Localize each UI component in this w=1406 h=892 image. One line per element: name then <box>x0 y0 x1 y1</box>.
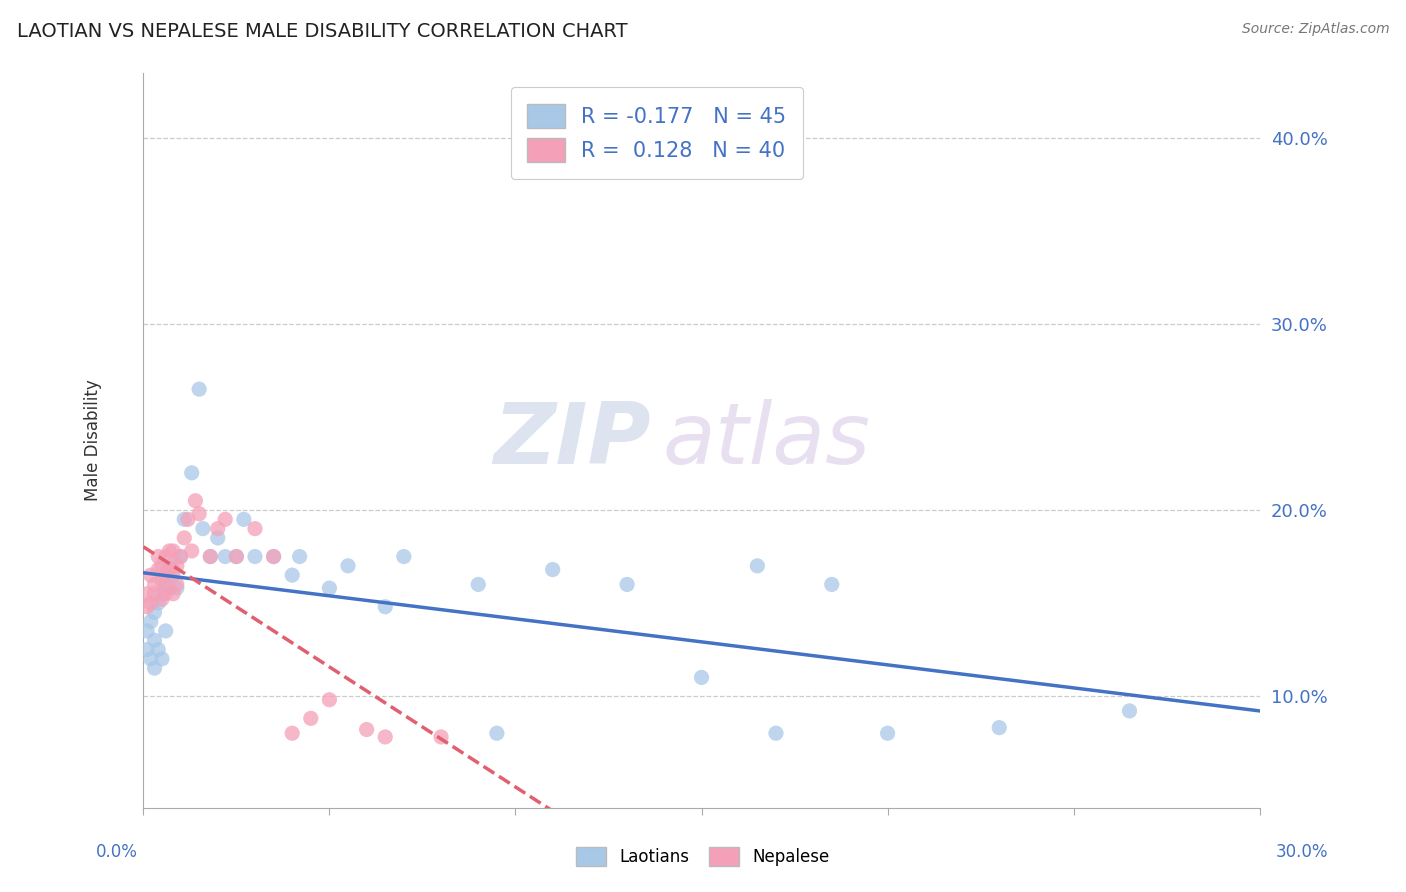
Point <box>467 577 489 591</box>
Point <box>207 522 229 536</box>
Point <box>188 382 211 396</box>
Point <box>143 661 166 675</box>
Point <box>155 624 177 638</box>
Point <box>155 549 177 564</box>
Point <box>162 544 184 558</box>
Point <box>162 568 184 582</box>
Text: 30.0%: 30.0% <box>1277 843 1329 861</box>
Point <box>136 642 159 657</box>
Point <box>616 577 638 591</box>
Text: LAOTIAN VS NEPALESE MALE DISABILITY CORRELATION CHART: LAOTIAN VS NEPALESE MALE DISABILITY CORR… <box>17 22 627 41</box>
Point <box>148 549 170 564</box>
Point <box>155 577 177 591</box>
Point <box>155 568 177 582</box>
Point <box>157 558 180 573</box>
Point <box>166 558 188 573</box>
Point <box>169 549 191 564</box>
Text: ZIP: ZIP <box>494 399 651 482</box>
Point <box>148 596 170 610</box>
Point <box>281 726 304 740</box>
Point <box>243 549 266 564</box>
Point <box>150 587 173 601</box>
Point <box>150 558 173 573</box>
Point <box>374 730 396 744</box>
Point <box>392 549 415 564</box>
Point <box>143 605 166 619</box>
Point <box>541 563 564 577</box>
Point <box>374 599 396 614</box>
Point <box>150 652 173 666</box>
Point <box>143 633 166 648</box>
Text: Male Disability: Male Disability <box>84 379 103 501</box>
Point <box>169 549 191 564</box>
Point <box>148 642 170 657</box>
Point <box>136 587 159 601</box>
Point <box>821 577 844 591</box>
Point <box>485 726 508 740</box>
Point <box>150 574 173 588</box>
Point <box>173 531 195 545</box>
Point <box>136 599 159 614</box>
Point <box>177 512 200 526</box>
Point <box>765 726 787 740</box>
Text: 0.0%: 0.0% <box>96 843 138 861</box>
Point <box>356 723 378 737</box>
Text: Source: ZipAtlas.com: Source: ZipAtlas.com <box>1241 22 1389 37</box>
Point <box>162 587 184 601</box>
Point <box>318 692 340 706</box>
Point <box>281 568 304 582</box>
Point <box>162 563 184 577</box>
Point <box>139 615 162 629</box>
Point <box>150 592 173 607</box>
Legend: R = -0.177   N = 45, R =  0.128   N = 40: R = -0.177 N = 45, R = 0.128 N = 40 <box>510 87 803 179</box>
Point <box>337 558 360 573</box>
Point <box>157 544 180 558</box>
Point <box>148 563 170 577</box>
Point <box>299 711 322 725</box>
Point <box>155 587 177 601</box>
Point <box>232 512 254 526</box>
Text: atlas: atlas <box>662 399 870 482</box>
Point <box>243 522 266 536</box>
Point <box>225 549 247 564</box>
Point <box>184 493 207 508</box>
Point <box>225 549 247 564</box>
Point <box>191 522 214 536</box>
Point <box>188 507 211 521</box>
Point <box>139 568 162 582</box>
Point <box>214 512 236 526</box>
Point <box>876 726 898 740</box>
Point <box>200 549 222 564</box>
Point <box>157 563 180 577</box>
Point <box>430 730 453 744</box>
Point <box>263 549 285 564</box>
Point <box>207 531 229 545</box>
Point <box>988 721 1011 735</box>
Point <box>139 596 162 610</box>
Point <box>747 558 769 573</box>
Point <box>1118 704 1140 718</box>
Point <box>288 549 311 564</box>
Point <box>180 466 202 480</box>
Point <box>143 577 166 591</box>
Point <box>180 544 202 558</box>
Point <box>166 577 188 591</box>
Point <box>200 549 222 564</box>
Point <box>143 587 166 601</box>
Legend: Laotians, Nepalese: Laotians, Nepalese <box>569 840 837 873</box>
Point <box>157 581 180 595</box>
Point <box>318 581 340 595</box>
Point <box>173 512 195 526</box>
Point <box>136 624 159 638</box>
Point <box>139 652 162 666</box>
Point <box>166 581 188 595</box>
Point <box>690 670 713 684</box>
Point <box>214 549 236 564</box>
Point <box>263 549 285 564</box>
